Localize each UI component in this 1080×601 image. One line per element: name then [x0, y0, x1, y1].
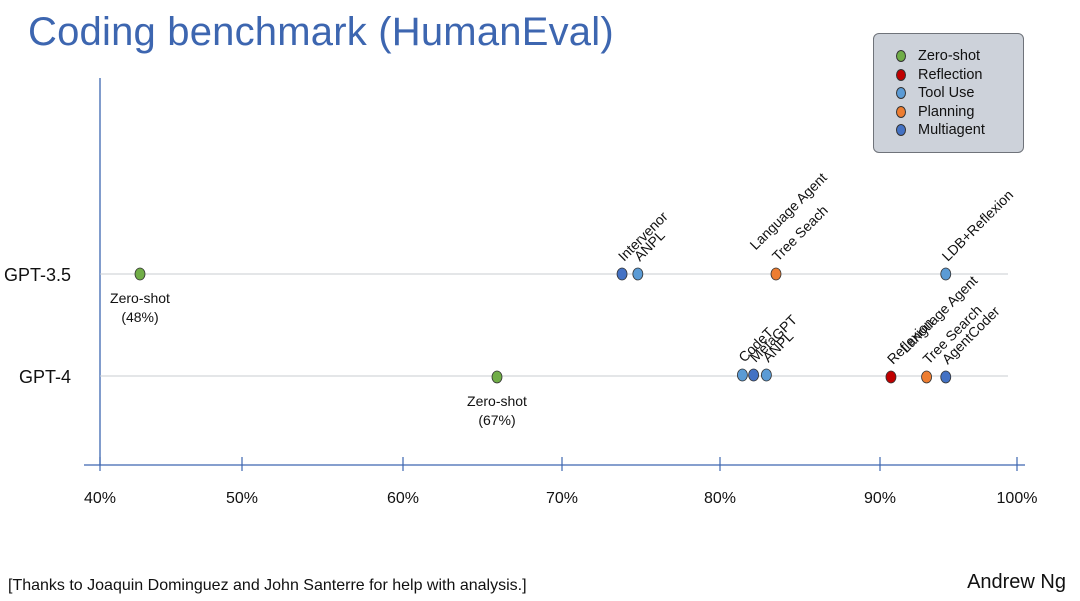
x-tick-label: 40% [84, 490, 116, 507]
data-point [761, 368, 772, 382]
legend-marker [896, 124, 906, 137]
legend-entry: Reflection [896, 66, 1023, 85]
point-label: (48%) [121, 309, 158, 325]
legend-marker [896, 87, 906, 100]
data-point [737, 368, 748, 382]
point-label: Zero-shot [110, 290, 170, 306]
data-point [921, 370, 932, 384]
legend-entry: Planning [896, 103, 1023, 122]
x-tick-label: 80% [704, 490, 736, 507]
data-point [770, 267, 782, 281]
legend-marker [896, 50, 906, 63]
legend-label: Planning [918, 103, 975, 120]
data-point [491, 370, 503, 384]
row-label: GPT-3.5 [4, 265, 71, 285]
data-point [940, 267, 952, 281]
x-tick-label: 70% [546, 490, 578, 507]
legend-label: Reflection [918, 66, 983, 83]
legend-label: Tool Use [918, 85, 975, 102]
x-tick-label: 60% [387, 490, 419, 507]
row-label: GPT-4 [19, 367, 71, 387]
x-tick-label: 100% [997, 490, 1038, 507]
legend-marker [896, 68, 906, 81]
legend-marker [896, 105, 906, 118]
data-point [632, 267, 644, 281]
legend-entry: Multiagent [896, 121, 1023, 140]
point-label: LDB+Reflexion [939, 186, 1017, 264]
data-point [616, 267, 628, 281]
data-point [940, 370, 952, 384]
x-tick-label: 90% [864, 490, 896, 507]
legend: Zero-shot Reflection Tool Use Planning Multi… [873, 33, 1024, 153]
legend-label: Zero-shot [918, 48, 981, 65]
data-point [134, 267, 146, 281]
point-label: (67%) [478, 412, 515, 428]
author-name: Andrew Ng [967, 571, 1066, 593]
x-tick-label: 50% [226, 490, 258, 507]
legend-label: Multiagent [918, 122, 985, 139]
credits-text: [Thanks to Joaquin Dominguez and John Sa… [8, 577, 527, 594]
data-point [748, 368, 759, 382]
legend-entry: Tool Use [896, 84, 1023, 103]
point-label: Zero-shot [467, 393, 527, 409]
data-point [885, 370, 897, 384]
legend-entry: Zero-shot [896, 47, 1023, 66]
chart-title: Coding benchmark (HumanEval) [28, 10, 614, 54]
